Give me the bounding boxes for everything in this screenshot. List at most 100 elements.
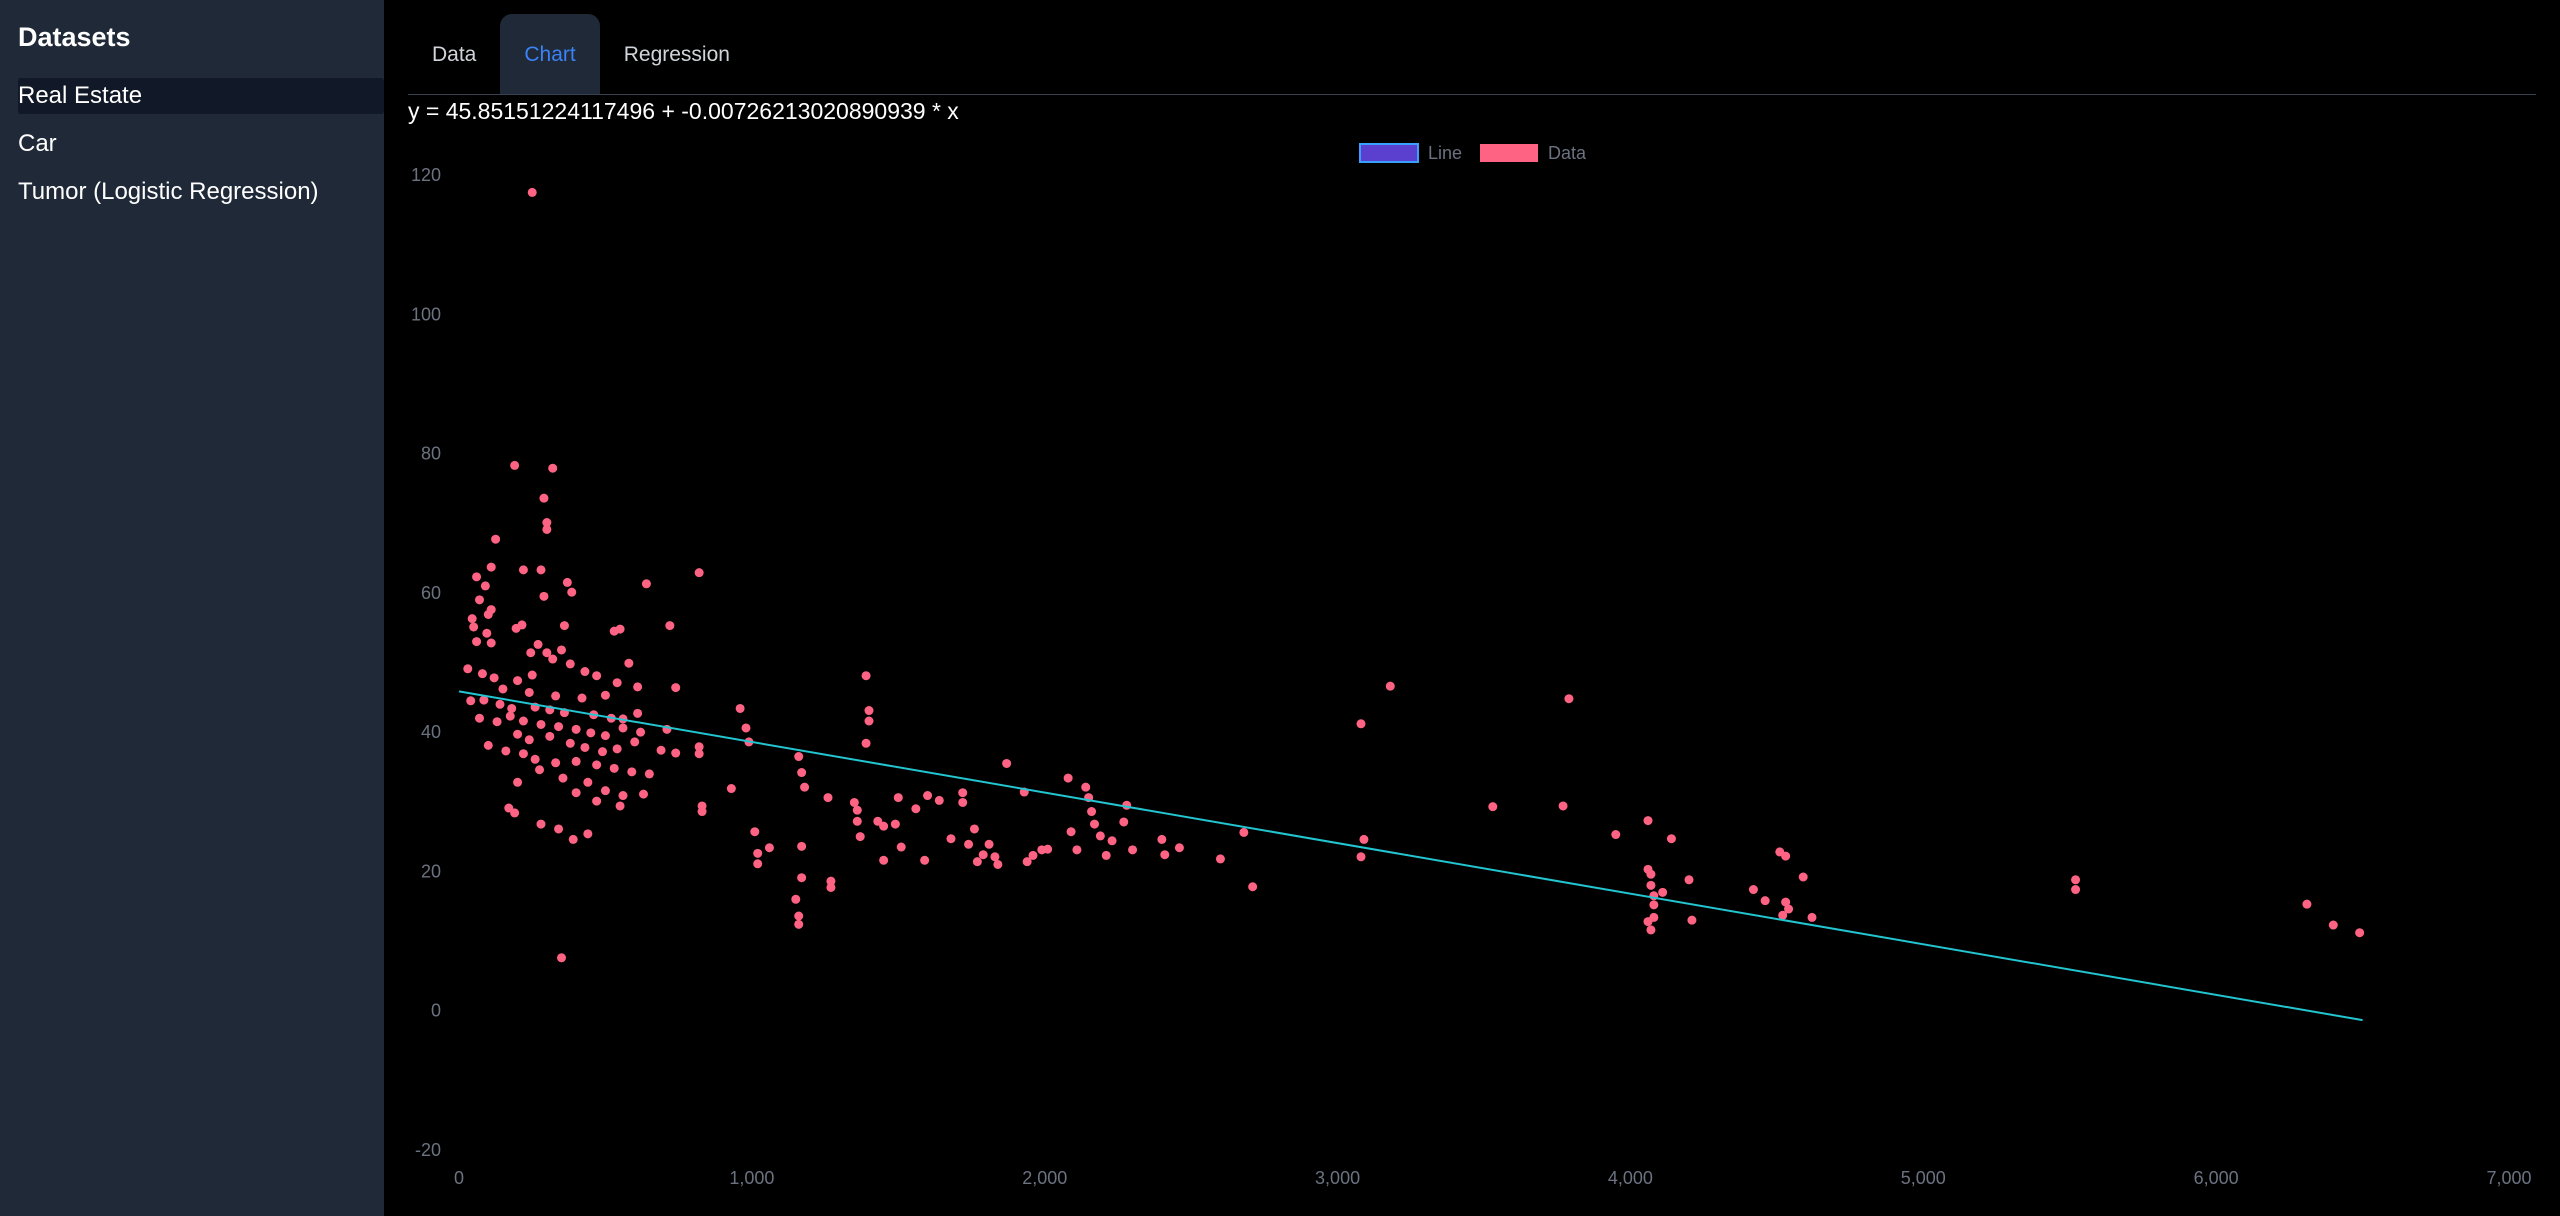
data-point[interactable] [644,769,654,779]
data-point[interactable] [630,737,640,747]
data-point[interactable] [735,703,745,713]
data-point[interactable] [559,621,569,631]
data-point[interactable] [577,693,587,703]
data-point[interactable] [583,777,593,787]
data-point[interactable] [641,579,651,589]
data-point[interactable] [592,671,602,681]
data-point[interactable] [1063,773,1073,783]
data-point[interactable] [1101,850,1111,860]
data-point[interactable] [480,581,490,591]
data-point[interactable] [764,843,774,853]
data-point[interactable] [554,722,564,732]
data-point[interactable] [511,623,521,633]
data-point[interactable] [518,716,528,726]
data-point[interactable] [1611,830,1621,840]
data-point[interactable] [562,577,572,587]
data-point[interactable] [513,729,523,739]
data-point[interactable] [618,723,628,733]
data-point[interactable] [1174,843,1184,853]
data-point[interactable] [568,834,578,844]
data-point[interactable] [1385,681,1395,691]
legend-line-swatch[interactable] [1359,143,1419,163]
data-point[interactable] [1002,758,1012,768]
data-point[interactable] [1760,896,1770,906]
data-point[interactable] [583,829,593,839]
data-point[interactable] [852,816,862,826]
data-point[interactable] [489,673,499,683]
data-point[interactable] [492,717,502,727]
data-point[interactable] [893,793,903,803]
data-point[interactable] [1488,802,1498,812]
data-point[interactable] [797,873,807,883]
data-point[interactable] [794,752,804,762]
data-point[interactable] [580,742,590,752]
data-point[interactable] [791,894,801,904]
data-point[interactable] [694,568,704,578]
data-point[interactable] [993,859,1003,869]
data-point[interactable] [1646,880,1656,890]
data-point[interactable] [2355,928,2365,938]
data-point[interactable] [1359,834,1369,844]
data-point[interactable] [1781,851,1791,861]
data-point[interactable] [633,682,643,692]
data-point[interactable] [750,827,760,837]
data-point[interactable] [479,695,489,705]
data-point[interactable] [1646,869,1656,879]
data-point[interactable] [2328,920,2338,930]
data-point[interactable] [533,639,543,649]
data-point[interactable] [826,876,836,886]
data-point[interactable] [671,748,681,758]
data-point[interactable] [495,699,505,709]
data-point[interactable] [879,855,889,865]
data-point[interactable] [1072,845,1082,855]
data-point[interactable] [498,684,508,694]
data-point[interactable] [923,791,933,801]
data-point[interactable] [536,719,546,729]
data-point[interactable] [571,788,581,798]
data-point[interactable] [920,855,930,865]
data-point[interactable] [1160,850,1170,860]
data-point[interactable] [1107,836,1117,846]
data-point[interactable] [1356,719,1366,729]
data-point[interactable] [615,624,625,634]
data-point[interactable] [1643,816,1653,826]
data-point[interactable] [1022,857,1032,867]
data-point[interactable] [486,562,496,572]
data-point[interactable] [483,609,493,619]
data-point[interactable] [823,793,833,803]
data-point[interactable] [513,777,523,787]
sidebar-item-car[interactable]: Car [18,130,57,157]
data-point[interactable] [557,953,566,963]
data-point[interactable] [797,768,807,778]
data-point[interactable] [990,852,1000,862]
data-point[interactable] [861,671,871,681]
data-point[interactable] [618,791,628,801]
data-point[interactable] [694,749,704,759]
data-point[interactable] [1558,801,1568,811]
data-point[interactable] [636,727,646,737]
tab-data[interactable]: Data [432,43,477,66]
data-point[interactable] [472,637,482,647]
data-point[interactable] [627,767,637,777]
data-point[interactable] [551,691,561,701]
data-point[interactable] [2071,875,2081,885]
data-point[interactable] [1649,900,1659,910]
data-point[interactable] [524,735,534,745]
data-point[interactable] [469,622,479,632]
data-point[interactable] [984,839,994,849]
data-point[interactable] [1239,827,1249,837]
sidebar-item-real-estate[interactable]: Real Estate [18,78,384,114]
data-point[interactable] [475,713,484,723]
data-point[interactable] [697,807,707,817]
data-point[interactable] [539,591,549,601]
data-point[interactable] [571,724,581,734]
data-point[interactable] [518,749,528,759]
data-point[interactable] [861,738,871,748]
data-point[interactable] [1043,844,1053,854]
data-point[interactable] [472,572,482,582]
data-point[interactable] [545,731,555,741]
data-point[interactable] [557,645,566,655]
data-point[interactable] [592,760,602,770]
data-point[interactable] [477,669,487,679]
data-point[interactable] [855,832,865,842]
